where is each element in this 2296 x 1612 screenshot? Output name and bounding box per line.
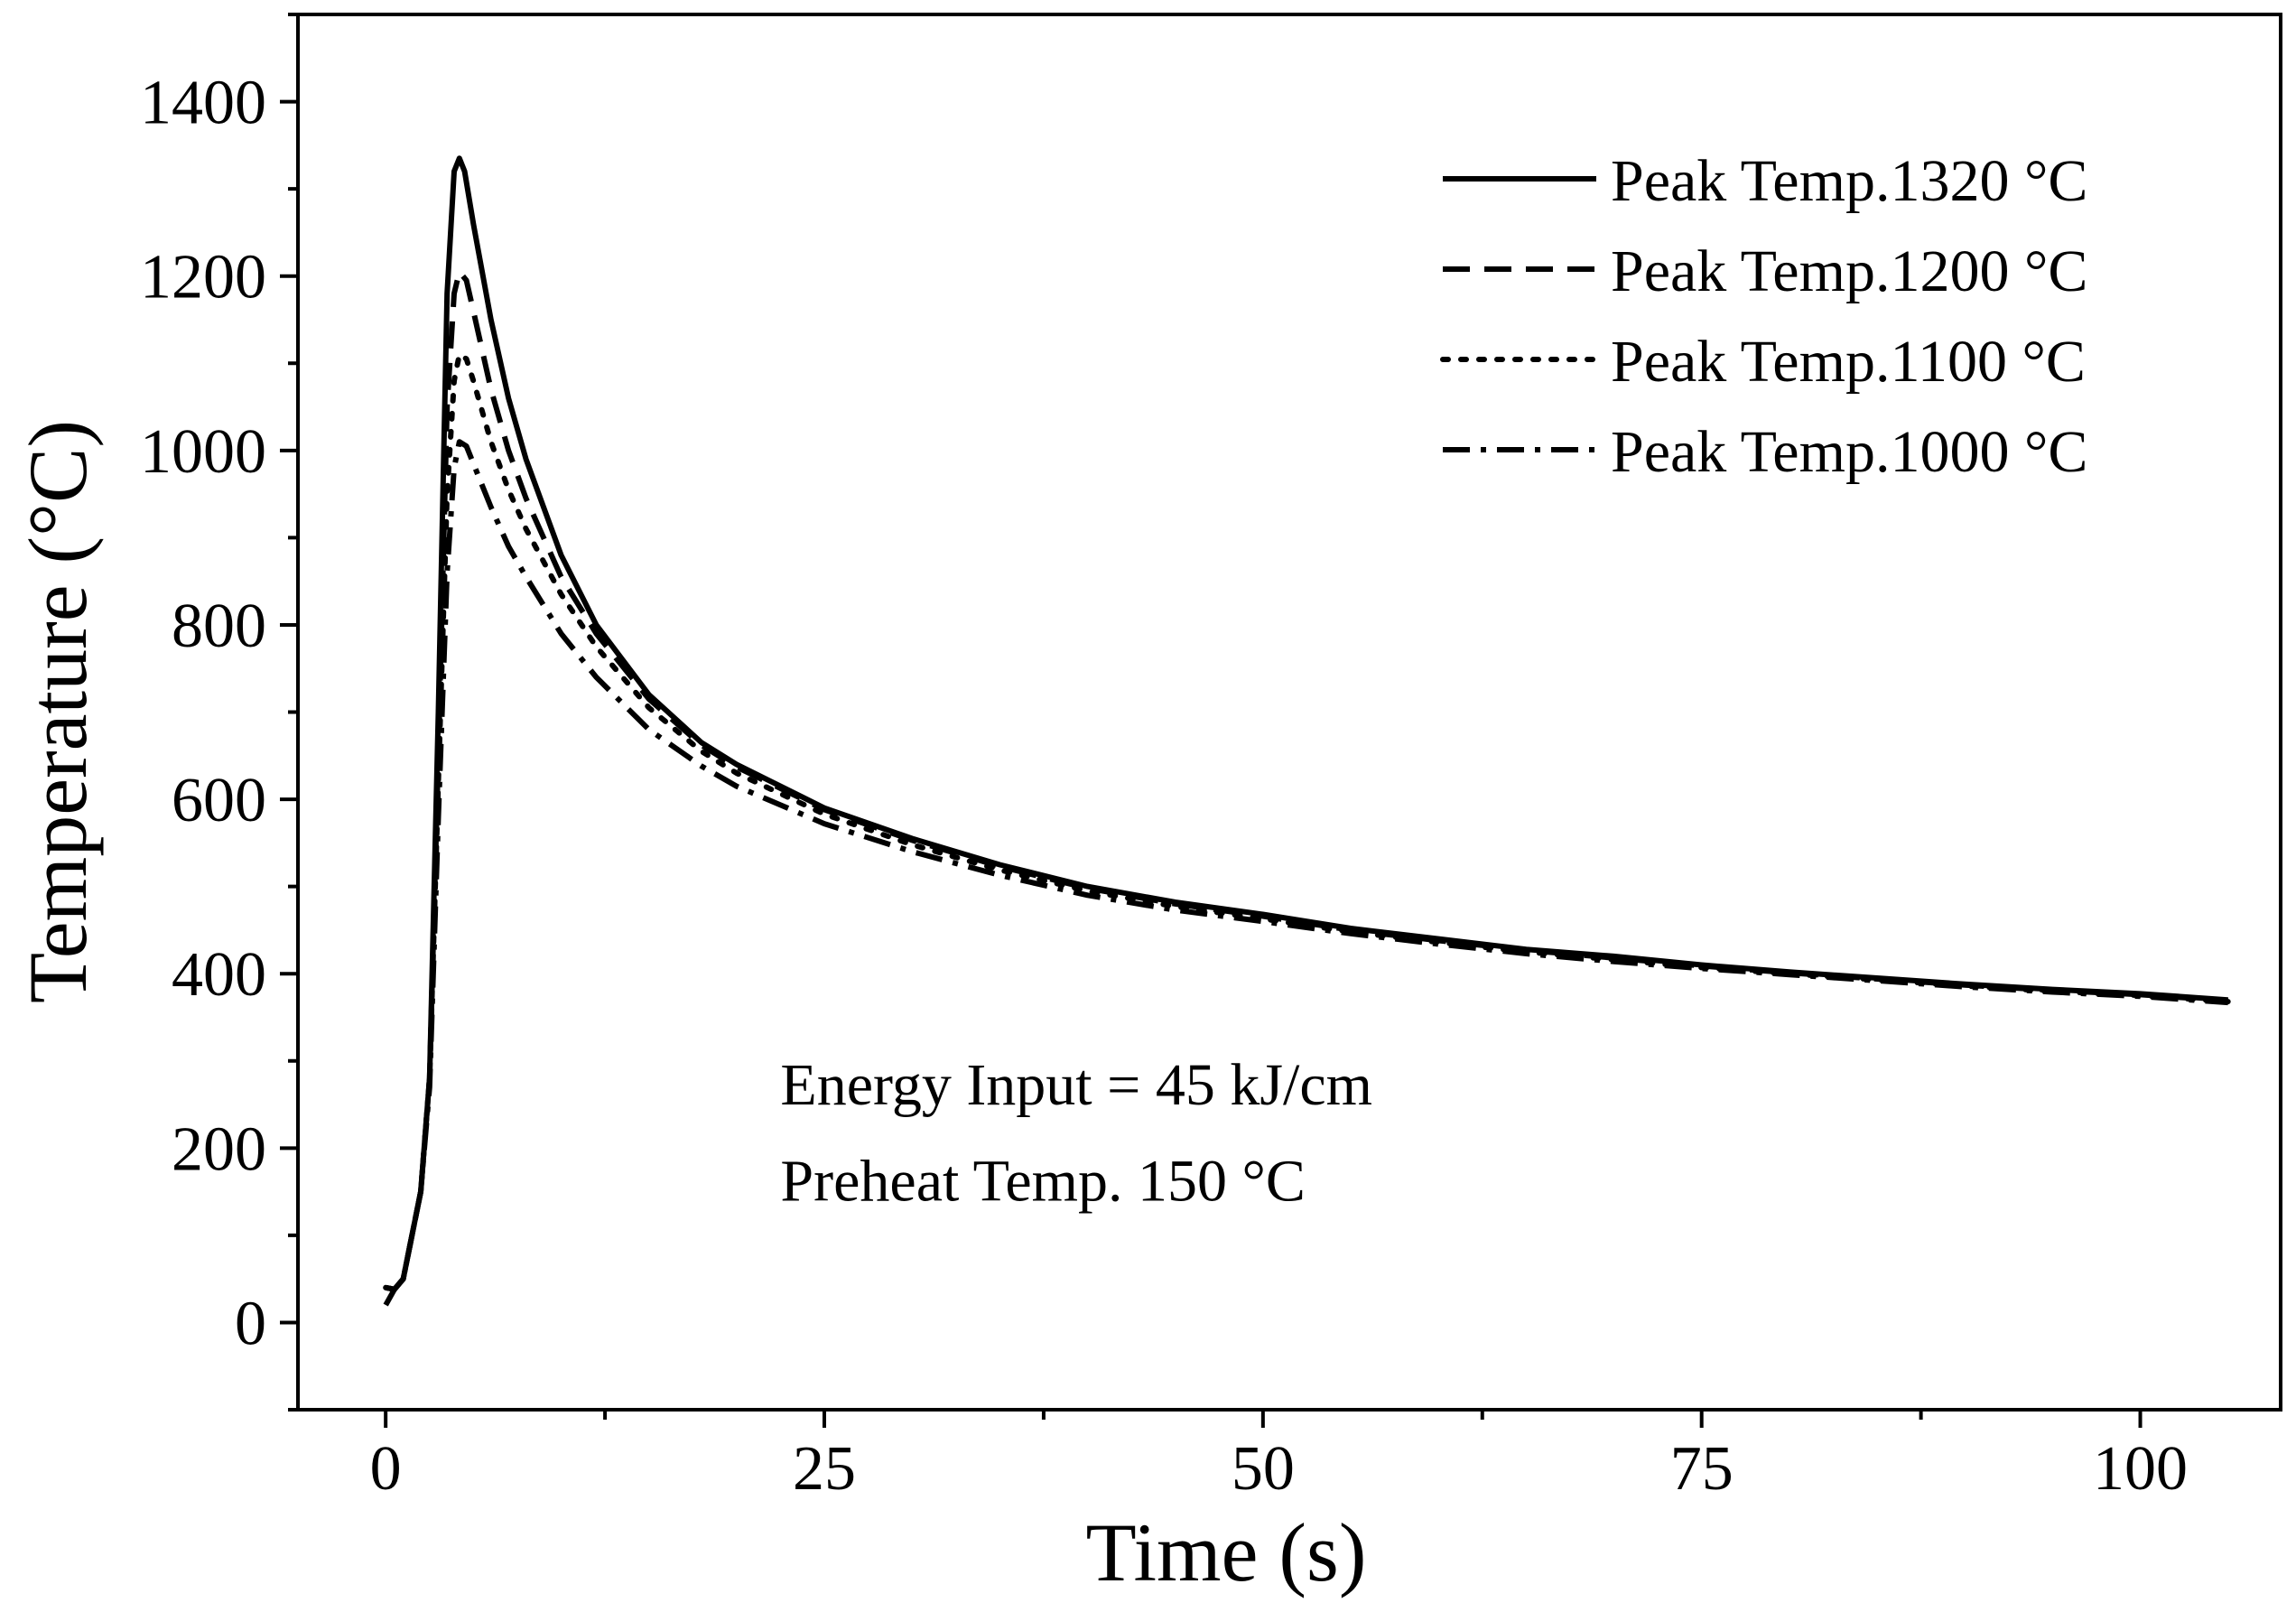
plot-area-frame <box>296 13 2282 1412</box>
x-tick-label: 25 <box>793 1434 856 1504</box>
series-line-4 <box>383 439 2228 1307</box>
series-layer <box>383 155 2231 1307</box>
y-tick-label: 800 <box>172 592 266 661</box>
annotation-layer: Energy Input = 45 kJ/cm Preheat Temp. 150… <box>780 1052 1372 1214</box>
y-tick-label: 0 <box>235 1289 266 1358</box>
legend-label-3: Peak Temp.1100 °C <box>1611 329 2086 395</box>
y-axis-title: Temperature (°C) <box>12 420 104 1003</box>
legend: Peak Temp.1320 °C Peak Temp.1200 °C Peak T… <box>1440 148 2087 485</box>
y-tick-label: 1200 <box>140 243 266 312</box>
y-tick-label: 200 <box>172 1114 266 1184</box>
legend-label-4: Peak Temp.1000 °C <box>1611 419 2087 485</box>
annotation-1: Energy Input = 45 kJ/cm <box>780 1052 1372 1118</box>
x-tick-label: 0 <box>370 1434 402 1504</box>
legend-label-1: Peak Temp.1320 °C <box>1611 148 2087 214</box>
y-tick-label: 600 <box>172 766 266 835</box>
series-line-3 <box>383 351 2231 1292</box>
legend-label-2: Peak Temp.1200 °C <box>1611 238 2087 304</box>
x-axis-title: Time (s) <box>1086 1506 1367 1598</box>
series-line-2 <box>385 268 2228 1292</box>
y-tick-label: 400 <box>172 940 266 1010</box>
y-tick-label: 1000 <box>140 417 266 487</box>
x-tick-label: 50 <box>1232 1434 1295 1504</box>
x-tick-label: 75 <box>1670 1434 1734 1504</box>
x-tick-label: 100 <box>2093 1434 2188 1504</box>
y-tick-label: 1400 <box>140 69 266 138</box>
annotation-2: Preheat Temp. 150 °C <box>780 1148 1305 1214</box>
